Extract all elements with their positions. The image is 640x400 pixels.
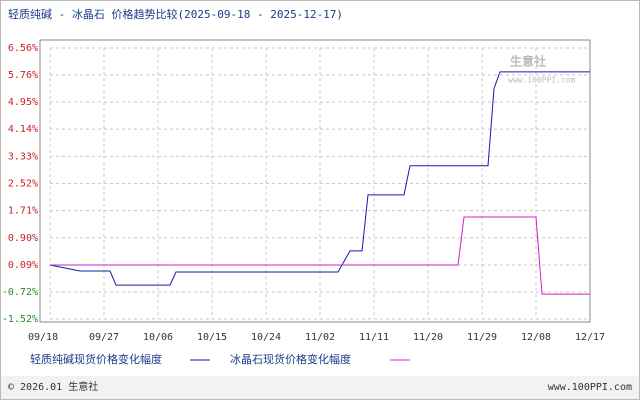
series-line [49,71,590,286]
y-tick-label: 4.14% [8,124,38,135]
legend-label: 冰晶石现货价格变化幅度 [230,352,351,366]
chart-title: 轻质纯碱 - 冰晶石 价格趋势比较(2025-09-18 - 2025-12-1… [8,7,343,21]
y-tick-label: 2.52% [8,179,38,190]
footer-right: www.100PPI.com [548,382,632,393]
y-tick-label: 3.33% [8,151,38,162]
plot-border [39,39,591,323]
footer-bg [1,376,639,399]
x-tick-label: 12/08 [521,332,551,343]
y-tick-label: 6.56% [8,43,38,54]
y-tick-label: 4.95% [8,97,38,108]
x-tick-label: 11/11 [359,332,389,343]
watermark-url: www.100PPI.com [508,76,576,85]
x-tick-label: 10/24 [251,332,281,343]
x-tick-label: 11/29 [467,332,497,343]
footer-left: © 2026.01 生意社 [8,380,98,393]
series-line [50,216,590,295]
x-tick-label: 11/20 [413,332,443,343]
legend-label: 轻质纯碱现货价格变化幅度 [30,352,162,366]
watermark: 生意社 [510,54,546,69]
y-tick-label: 0.90% [8,233,38,244]
y-tick-label: 1.71% [8,206,38,217]
y-tick-label: 5.76% [8,70,38,81]
x-tick-label: 11/02 [305,332,335,343]
y-tick-label: -1.52% [2,314,38,325]
x-tick-label: 10/06 [143,332,173,343]
y-tick-label: 0.09% [8,260,38,271]
x-tick-label: 09/27 [89,332,119,343]
x-tick-label: 12/17 [575,332,605,343]
x-tick-label: 09/18 [28,332,58,343]
y-tick-label: -0.72% [2,287,38,298]
x-tick-label: 10/15 [197,332,227,343]
